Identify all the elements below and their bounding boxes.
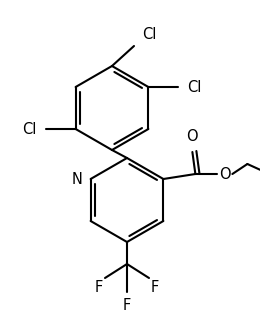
Text: Cl: Cl	[22, 121, 37, 137]
Text: O: O	[187, 129, 198, 144]
Text: F: F	[151, 280, 159, 295]
Text: F: F	[95, 280, 103, 295]
Text: O: O	[219, 166, 231, 182]
Text: Cl: Cl	[187, 80, 202, 94]
Text: F: F	[123, 298, 131, 313]
Text: Cl: Cl	[142, 27, 156, 42]
Text: N: N	[72, 172, 83, 186]
